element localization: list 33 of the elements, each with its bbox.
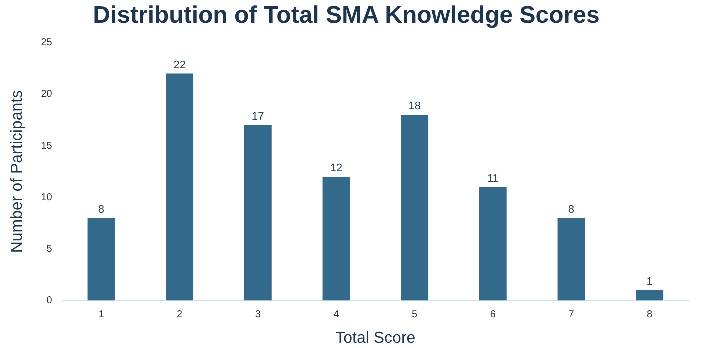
bar xyxy=(244,125,272,301)
x-tick-label: 7 xyxy=(568,310,575,321)
y-tick-label: 15 xyxy=(41,140,53,152)
bar xyxy=(636,290,664,301)
y-axis-title: Number of Participants xyxy=(9,90,26,254)
y-tick-label: 0 xyxy=(46,296,53,307)
x-axis-title: Total Score xyxy=(336,330,416,347)
x-tick-label: 6 xyxy=(490,310,496,321)
x-tick-label: 5 xyxy=(412,310,418,321)
x-tick-label: 3 xyxy=(255,310,262,321)
x-tick-label: 2 xyxy=(177,310,184,321)
y-tick-label: 25 xyxy=(41,38,53,49)
bar xyxy=(479,187,507,301)
y-tick-label: 20 xyxy=(41,89,53,100)
data-label: 12 xyxy=(330,162,343,174)
data-label: 22 xyxy=(174,59,186,72)
data-label: 18 xyxy=(408,100,421,113)
data-label: 1 xyxy=(646,276,653,288)
data-label: 8 xyxy=(568,204,575,216)
x-tick-label: 1 xyxy=(98,310,105,321)
x-tick-label: 4 xyxy=(334,310,340,321)
y-tick-label: 5 xyxy=(46,244,53,255)
x-tick-label: 8 xyxy=(647,310,654,321)
y-tick-label: 10 xyxy=(41,192,53,204)
data-label: 11 xyxy=(487,172,499,185)
bar xyxy=(558,218,586,301)
bar xyxy=(401,115,429,301)
bar xyxy=(88,218,116,301)
data-label: 8 xyxy=(98,204,105,216)
chart-title: Distribution of Total SMA Knowledge Scores xyxy=(93,2,600,30)
bar xyxy=(166,74,194,301)
bar xyxy=(322,176,350,301)
data-label: 17 xyxy=(252,110,264,123)
